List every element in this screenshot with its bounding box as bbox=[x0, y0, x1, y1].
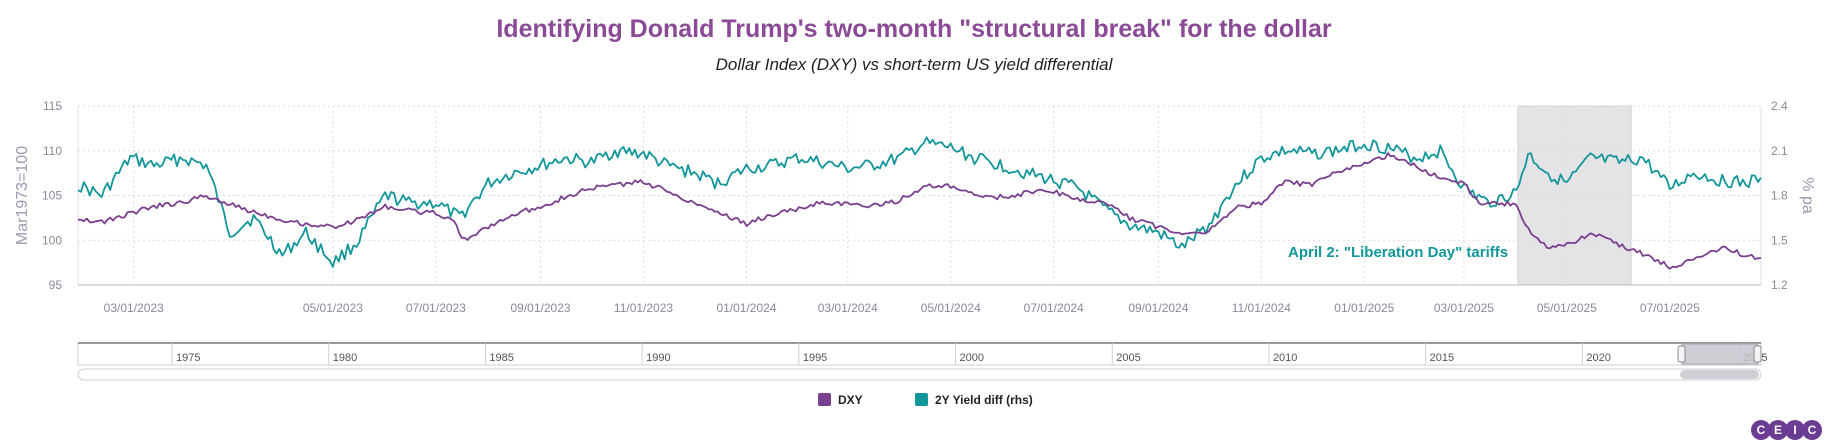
plot-area: 03/01/2023 05/01/2023 07/01/2023 09/01/2023… bbox=[42, 99, 1788, 315]
navigator-tick-label: 2015 bbox=[1430, 352, 1454, 364]
x-tick-label: 07/01/2023 bbox=[406, 301, 466, 315]
series-line-dxy bbox=[77, 152, 1762, 270]
navigator-tick-label: 1995 bbox=[803, 352, 827, 364]
navigator-handle-right[interactable] bbox=[1753, 345, 1762, 363]
navigator-tick-label: 1990 bbox=[646, 352, 670, 364]
logo-circle bbox=[1802, 420, 1822, 440]
y-left-tick-label: 115 bbox=[43, 99, 62, 113]
y-right-tick-label: 2.1 bbox=[1771, 144, 1788, 158]
logo-circle bbox=[1785, 420, 1805, 440]
x-tick-label: 09/01/2023 bbox=[510, 301, 570, 315]
navigator-handle-left[interactable] bbox=[1677, 345, 1686, 363]
navigator-scrollbar[interactable] bbox=[77, 368, 1762, 381]
x-tick-label: 11/01/2023 bbox=[614, 301, 673, 315]
legend-label-dxy: DXY bbox=[838, 393, 863, 407]
navigator-tick-label: 2000 bbox=[960, 352, 984, 364]
navigator-tick-label: 2010 bbox=[1273, 352, 1297, 364]
logo-letter: C bbox=[1808, 423, 1817, 437]
legend-swatch-yield-diff bbox=[915, 393, 928, 406]
legend-item-dxy[interactable]: DXY bbox=[818, 393, 863, 407]
logo-circle bbox=[1768, 420, 1788, 440]
y-axis-left-ticks: 95 100 105 110 115 bbox=[42, 99, 62, 292]
navigator-ticks: 1975 1980 1985 1990 1995 2000 2005 2010 2015 2020… bbox=[78, 342, 1768, 365]
x-tick-label: 03/01/2024 bbox=[818, 301, 878, 315]
legend-swatch-dxy bbox=[818, 393, 831, 406]
legend-label-yield-diff: 2Y Yield diff (rhs) bbox=[935, 393, 1033, 407]
range-navigator[interactable]: 1975 1980 1985 1990 1995 2000 2005 2010 2015 2020… bbox=[77, 342, 1768, 381]
y-right-tick-label: 2.4 bbox=[1771, 99, 1788, 113]
navigator-scrollbar-thumb[interactable] bbox=[1680, 370, 1759, 379]
x-tick-label: 09/01/2024 bbox=[1128, 301, 1188, 315]
series-line-yield-diff bbox=[77, 136, 1762, 268]
logo-letter: E bbox=[1774, 423, 1782, 437]
x-tick-label: 01/01/2025 bbox=[1334, 301, 1394, 315]
legend-item-yield-diff[interactable]: 2Y Yield diff (rhs) bbox=[915, 393, 1033, 407]
navigator-tick-label: 1975 bbox=[176, 352, 200, 364]
x-tick-label: 07/01/2025 bbox=[1640, 301, 1700, 315]
x-tick-label: 11/01/2024 bbox=[1232, 301, 1291, 315]
logo-letter: C bbox=[1757, 423, 1766, 437]
legend: DXY 2Y Yield diff (rhs) bbox=[818, 393, 1033, 407]
chart-title: Identifying Donald Trump's two-month "st… bbox=[496, 15, 1332, 43]
x-tick-label: 01/01/2024 bbox=[716, 301, 776, 315]
y-right-tick-label: 1.5 bbox=[1771, 233, 1788, 247]
x-tick-label: 07/01/2024 bbox=[1024, 301, 1084, 315]
grid-lines bbox=[77, 105, 1762, 285]
logo-letter: I bbox=[1793, 423, 1796, 437]
chart-subtitle: Dollar Index (DXY) vs short-term US yiel… bbox=[716, 55, 1114, 74]
x-tick-label: 03/01/2023 bbox=[104, 301, 164, 315]
navigator-tick-label: 1980 bbox=[333, 352, 357, 364]
annotation-liberation-day: April 2: "Liberation Day" tariffs bbox=[1288, 244, 1508, 261]
x-tick-label: 05/01/2023 bbox=[303, 301, 363, 315]
y-left-tick-label: 110 bbox=[43, 144, 62, 158]
navigator-selected-window[interactable] bbox=[1681, 343, 1759, 365]
y-axis-right-ticks: 1.2 1.5 1.8 2.1 2.4 bbox=[1771, 99, 1788, 292]
x-tick-label: 05/01/2025 bbox=[1537, 301, 1597, 315]
navigator-tick-label: 2020 bbox=[1586, 352, 1610, 364]
x-tick-label: 05/01/2024 bbox=[921, 301, 981, 315]
navigator-tick-label: 2005 bbox=[1116, 352, 1140, 364]
logo-circle bbox=[1751, 420, 1771, 440]
y-right-tick-label: 1.2 bbox=[1771, 278, 1788, 292]
y-axis-right-title: % pa bbox=[1799, 177, 1816, 214]
navigator-tick-label: 1985 bbox=[489, 352, 513, 364]
y-axis-left-title: Mar1973=100 bbox=[14, 146, 31, 245]
x-tick-label: 03/01/2025 bbox=[1434, 301, 1494, 315]
y-left-tick-label: 100 bbox=[42, 233, 62, 247]
y-left-tick-label: 105 bbox=[42, 189, 62, 203]
y-left-tick-label: 95 bbox=[49, 278, 63, 292]
x-axis-ticks: 03/01/2023 05/01/2023 07/01/2023 09/01/2023… bbox=[104, 301, 1701, 315]
navigator-frame bbox=[77, 342, 1762, 366]
y-right-tick-label: 1.8 bbox=[1771, 189, 1788, 203]
